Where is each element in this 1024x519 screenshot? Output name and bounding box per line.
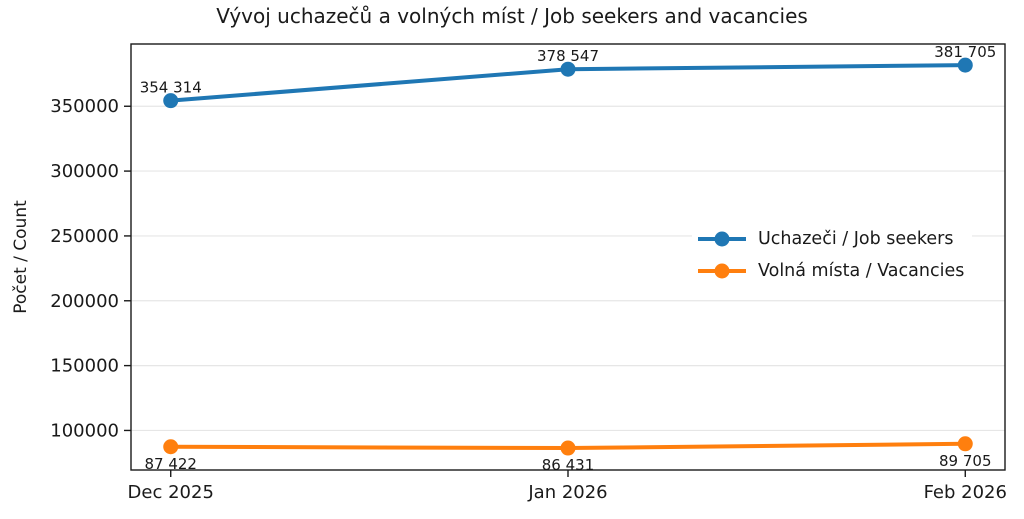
x-tick-label: Jan 2026	[527, 482, 607, 503]
data-point-label: 354 314	[140, 79, 202, 97]
data-point	[560, 440, 576, 456]
data-point-label: 86 431	[542, 456, 595, 474]
legend-label-vacancies: Volná místa / Vacancies	[758, 260, 965, 281]
data-point	[163, 93, 179, 109]
y-tick-label: 100000	[50, 420, 119, 441]
data-point	[957, 436, 973, 452]
data-point-label: 87 422	[144, 455, 197, 473]
legend-item-job-seekers: Uchazeči / Job seekers	[696, 225, 964, 252]
data-point-label: 89 705	[939, 452, 992, 470]
legend-label-job-seekers: Uchazeči / Job seekers	[758, 228, 954, 249]
chart-title: Vývoj uchazečů a volných míst / Job seek…	[216, 4, 808, 28]
y-axis-label: Počet / Count	[11, 200, 31, 314]
x-tick-label: Feb 2026	[924, 482, 1007, 503]
data-point	[957, 57, 973, 73]
legend-marker-line-dot-icon	[698, 263, 746, 278]
legend-item-vacancies: Volná místa / Vacancies	[696, 257, 964, 284]
legend-marker-line-dot-icon	[698, 231, 746, 246]
data-point	[560, 61, 576, 77]
data-point	[163, 439, 179, 455]
y-tick-label: 200000	[50, 291, 119, 312]
y-tick-label: 150000	[50, 356, 119, 377]
legend: Uchazeči / Job seekers Volná místa / Vac…	[692, 222, 973, 287]
data-point-label: 381 705	[934, 43, 996, 61]
y-tick-label: 350000	[50, 96, 119, 117]
x-tick-label: Dec 2025	[128, 482, 214, 503]
y-tick-label: 250000	[50, 226, 119, 247]
data-point-label: 378 547	[537, 47, 599, 65]
y-tick-label: 300000	[50, 161, 119, 182]
